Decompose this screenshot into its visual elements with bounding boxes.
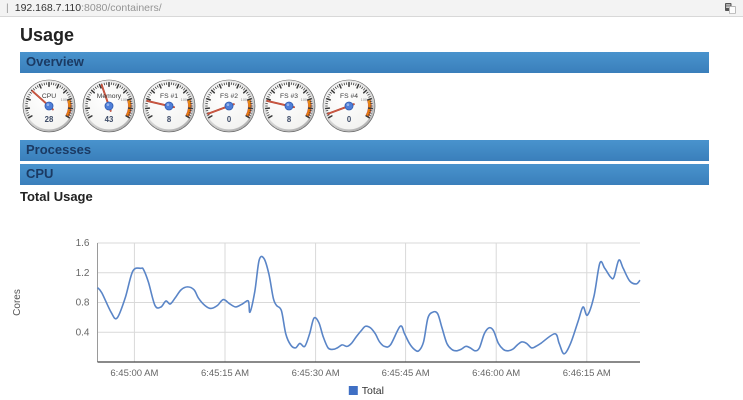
svg-text:6:46:00 AM: 6:46:00 AM xyxy=(472,368,520,379)
svg-text:8: 8 xyxy=(167,115,172,124)
svg-text:0: 0 xyxy=(227,115,232,124)
svg-text:43: 43 xyxy=(105,115,114,124)
svg-text:100: 100 xyxy=(361,98,367,102)
svg-text:CPU: CPU xyxy=(42,93,56,100)
svg-text:6:45:30 AM: 6:45:30 AM xyxy=(292,368,340,379)
svg-text:100: 100 xyxy=(121,98,127,102)
svg-text:1.6: 1.6 xyxy=(76,238,90,249)
svg-text:100: 100 xyxy=(61,98,67,102)
svg-text:FS #4: FS #4 xyxy=(340,93,358,100)
svg-text:FS #2: FS #2 xyxy=(220,93,238,100)
svg-text:100: 100 xyxy=(301,98,307,102)
svg-text:Total: Total xyxy=(362,385,384,397)
svg-text:6:45:00 AM: 6:45:00 AM xyxy=(110,368,158,379)
svg-text:6:46:15 AM: 6:46:15 AM xyxy=(563,368,611,379)
svg-text:100: 100 xyxy=(241,98,247,102)
svg-text:6:45:45 AM: 6:45:45 AM xyxy=(382,368,430,379)
svg-text:Memory: Memory xyxy=(97,93,122,100)
svg-text:Cores: Cores xyxy=(12,289,23,316)
svg-text:0: 0 xyxy=(347,115,352,124)
svg-text:FS #3: FS #3 xyxy=(280,93,298,100)
svg-text:6:45:15 AM: 6:45:15 AM xyxy=(201,368,249,379)
svg-text:8: 8 xyxy=(287,115,292,124)
svg-text:FS #1: FS #1 xyxy=(160,93,178,100)
svg-text:100: 100 xyxy=(181,98,187,102)
svg-text:1.2: 1.2 xyxy=(76,268,90,279)
svg-text:28: 28 xyxy=(45,115,54,124)
svg-text:0.8: 0.8 xyxy=(76,298,90,309)
svg-text:0.4: 0.4 xyxy=(76,327,90,338)
